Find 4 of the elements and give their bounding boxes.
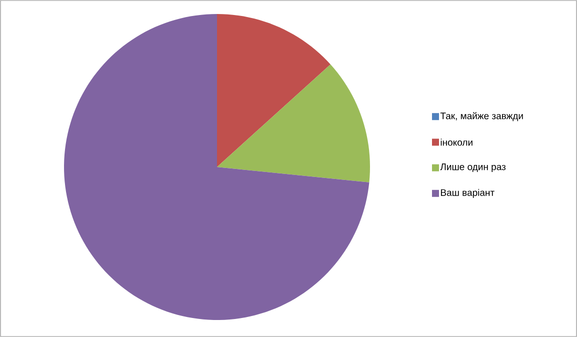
legend-label: Так, майже завжди [440,112,523,122]
legend-label: іноколи [440,138,472,146]
legend-label: Ваш варіант [440,188,494,198]
legend-label: Лише один раз [440,164,506,172]
